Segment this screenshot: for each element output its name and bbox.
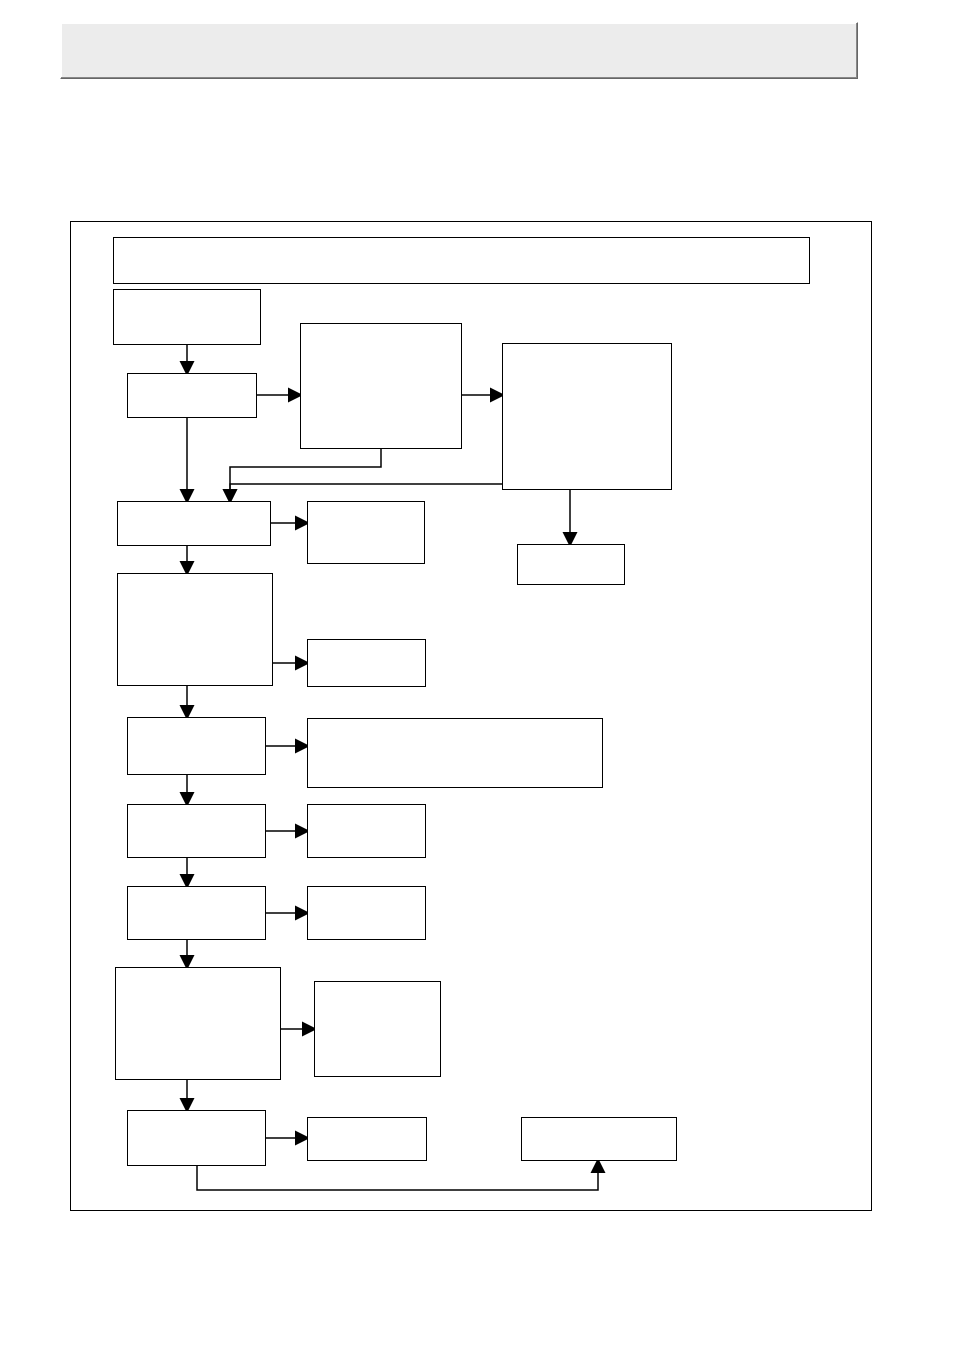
node-b5 xyxy=(307,718,603,788)
node-n2 xyxy=(127,373,257,418)
node-b7 xyxy=(307,886,426,940)
node-b9r xyxy=(521,1117,677,1161)
node-n1 xyxy=(113,289,261,345)
node-n8 xyxy=(115,967,281,1080)
node-b2r xyxy=(502,343,672,490)
node-n4 xyxy=(117,573,273,686)
node-n9 xyxy=(127,1110,266,1166)
node-n5 xyxy=(127,717,266,775)
node-b4 xyxy=(307,639,426,687)
node-b6 xyxy=(307,804,426,858)
node-b9 xyxy=(307,1117,427,1161)
header-bar xyxy=(60,22,858,79)
page xyxy=(0,0,954,1351)
node-b3 xyxy=(307,501,425,564)
node-b2r_out xyxy=(517,544,625,585)
node-n7 xyxy=(127,886,266,940)
node-b2 xyxy=(300,323,462,449)
node-title xyxy=(113,237,810,284)
node-b8 xyxy=(314,981,441,1077)
node-n3 xyxy=(117,501,271,546)
node-n6 xyxy=(127,804,266,858)
